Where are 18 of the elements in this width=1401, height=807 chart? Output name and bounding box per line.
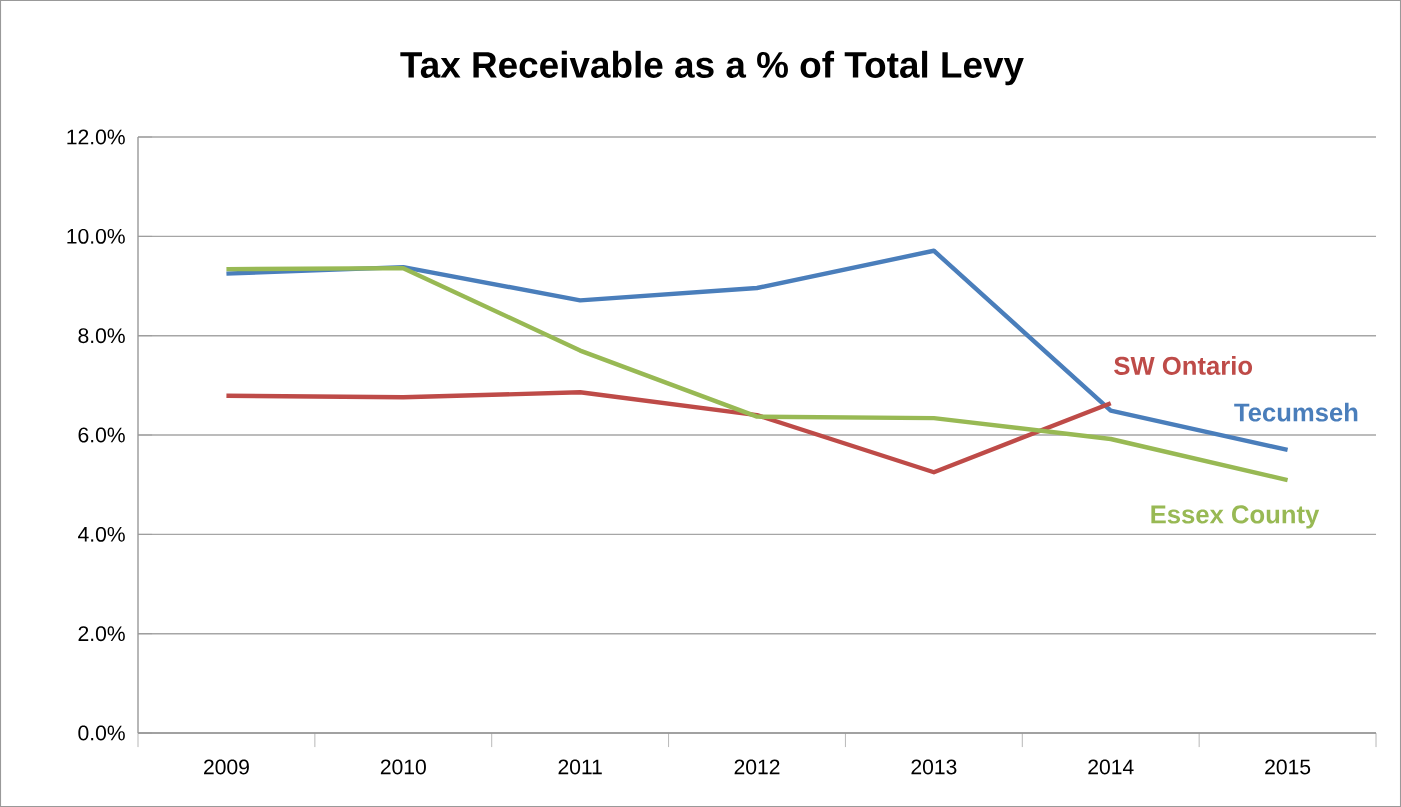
x-tick-label: 2012 [734,759,780,775]
x-tick-label: 2011 [558,759,602,775]
x-tick-label: 2009 [204,759,249,775]
series-label: Essex County [1151,505,1320,529]
x-tick-label: 2015 [1265,759,1311,775]
y-tick-label: 12.0% [67,129,125,145]
x-tick-label: 2014 [1088,759,1134,775]
y-tick-label: 8.0% [78,328,125,344]
y-tick-label: 2.0% [78,626,125,642]
series-label: SW Ontario [1114,356,1253,375]
x-tick-label: 2010 [380,759,426,775]
y-tick-label: 4.0% [78,526,125,542]
y-tick-label: 6.0% [78,427,125,443]
series-label: Tecumseh [1234,402,1358,422]
y-tick-label: 0.0% [78,725,125,741]
chart-title: Tax Receivable as a % of Total Levy [400,50,1024,86]
x-tick-label: 2013 [911,759,957,775]
y-tick-label: 10.0% [67,228,125,244]
